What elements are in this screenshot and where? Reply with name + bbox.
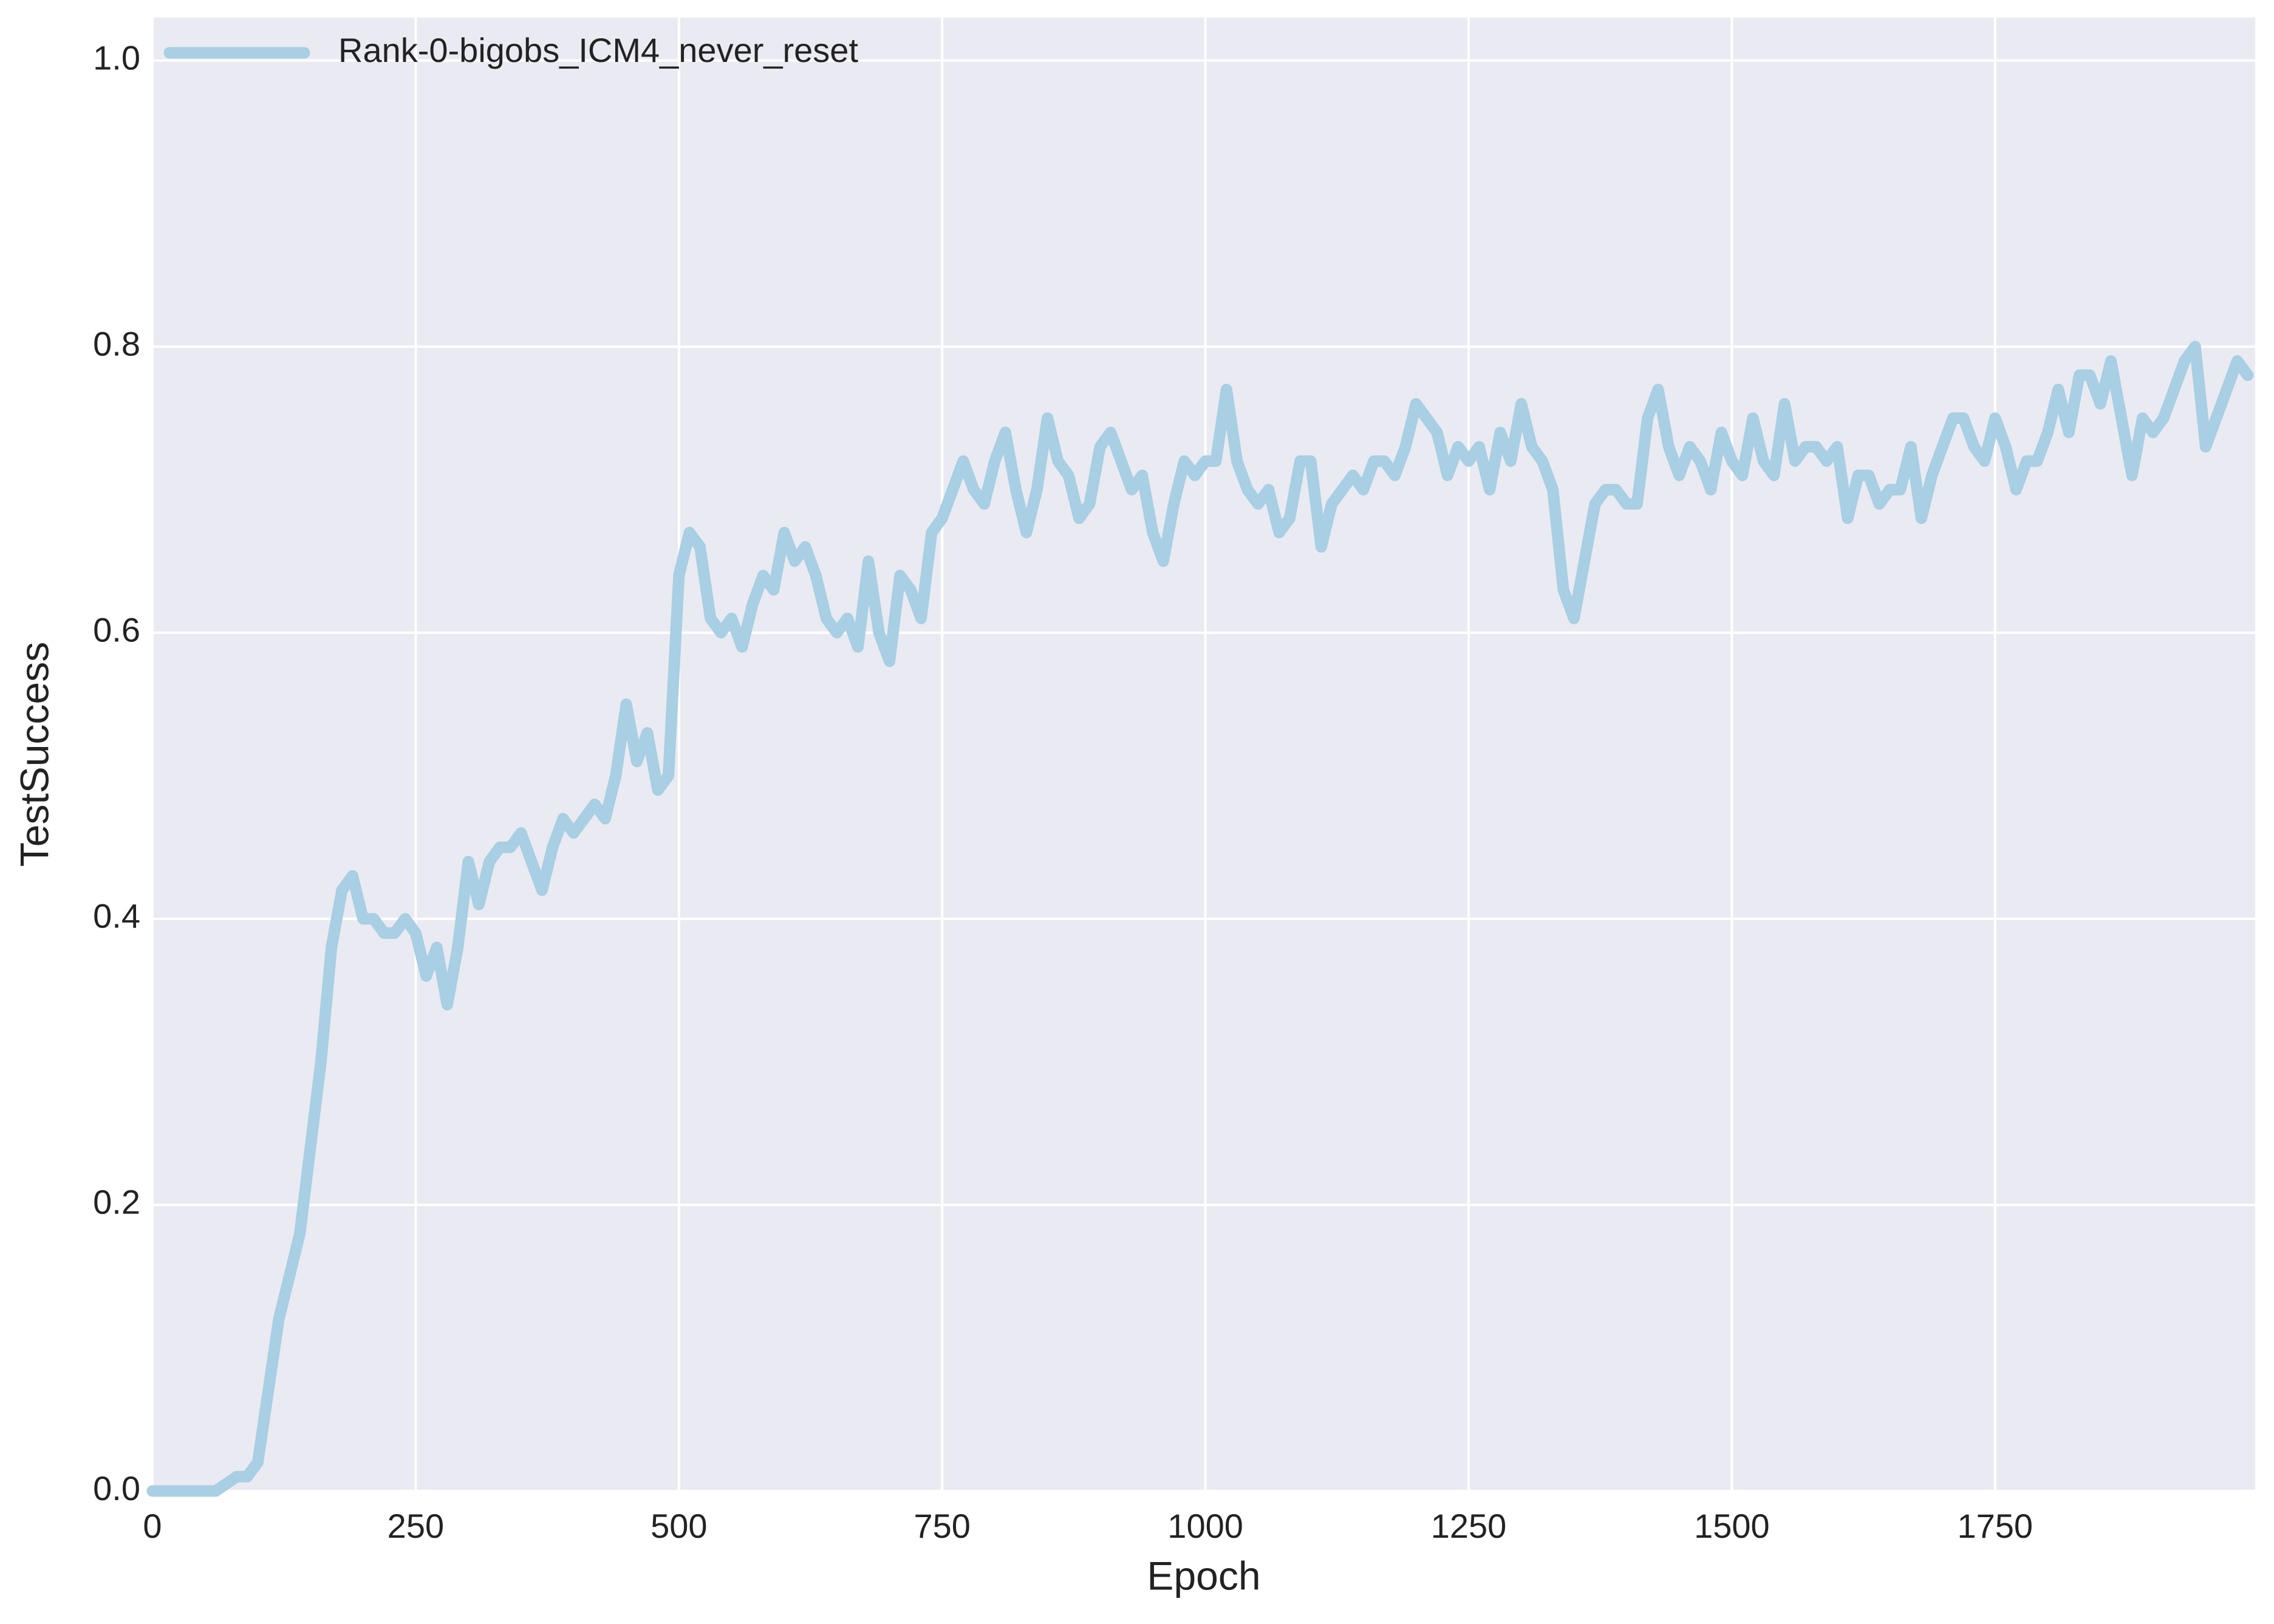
grid xyxy=(151,18,2255,1492)
x-tick-label: 1500 xyxy=(1694,1507,1770,1545)
data-layer: Rank-0-bigobs_ICM4_never_reset xyxy=(146,31,2254,1497)
x-tick-label: 1000 xyxy=(1167,1507,1243,1545)
y-tick-label: 0.4 xyxy=(93,897,140,935)
y-axis-label: TestSuccess xyxy=(12,642,56,867)
x-tick-label: 750 xyxy=(913,1507,970,1545)
x-axis-label: Epoch xyxy=(1147,1553,1260,1598)
legend-label: Rank-0-bigobs_ICM4_never_reset xyxy=(338,31,858,69)
line-series xyxy=(146,341,2254,1497)
x-tick-label: 0 xyxy=(143,1507,162,1545)
y-tick-label: 0.8 xyxy=(93,325,140,363)
y-tick-label: 1.0 xyxy=(93,38,140,77)
x-tick-label: 500 xyxy=(650,1507,707,1545)
x-tick-label: 250 xyxy=(388,1507,444,1545)
y-tick-label: 0.2 xyxy=(93,1183,140,1221)
y-tick-label: 0.0 xyxy=(93,1469,140,1507)
y-tick-label: 0.6 xyxy=(93,611,140,649)
x-tick-label: 1750 xyxy=(1958,1507,2033,1545)
plot-area xyxy=(152,18,2255,1491)
x-tick-label: 1250 xyxy=(1431,1507,1507,1545)
ticks: 0.0 0.2 0.4 0.6 0.8 1.0 0 250 500 750 1000 1250 1500… xyxy=(93,38,2033,1544)
